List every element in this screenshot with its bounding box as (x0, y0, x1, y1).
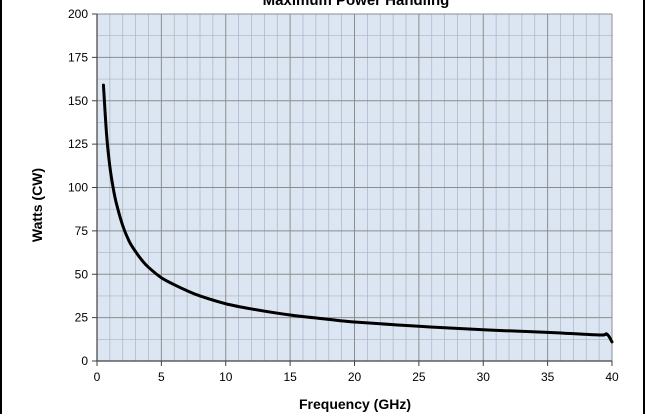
x-tick-label: 0 (94, 370, 101, 384)
x-tick-label: 30 (477, 370, 491, 384)
x-tick-label: 10 (219, 370, 233, 384)
x-tick-label: 35 (541, 370, 555, 384)
y-tick-label: 0 (81, 354, 88, 368)
y-tick-label: 200 (68, 7, 88, 21)
tick-labels: 0 5 10 15 20 25 30 35 40 0 25 50 75 100 125 150 175 200 (68, 7, 619, 384)
y-tick-label: 25 (75, 311, 89, 325)
power-handling-line (101, 83, 614, 344)
y-tick-label: 50 (75, 267, 89, 281)
y-tick-label: 150 (68, 94, 88, 108)
x-tick-label: 25 (412, 370, 426, 384)
y-tick-label: 125 (68, 137, 88, 151)
y-tick-label: 75 (75, 224, 89, 238)
x-tick-label: 15 (283, 370, 297, 384)
y-tick-label: 175 (68, 50, 88, 64)
chart-title: Maximum Power Handling (263, 0, 450, 9)
x-tick-label: 5 (158, 370, 165, 384)
y-axis-title: Watts (CW) (29, 168, 45, 242)
x-axis-title: Frequency (GHz) (299, 396, 411, 412)
x-tick-label: 40 (605, 370, 619, 384)
plot-area (96, 13, 614, 362)
y-tick-label: 100 (68, 181, 88, 195)
x-tick-label: 20 (348, 370, 362, 384)
